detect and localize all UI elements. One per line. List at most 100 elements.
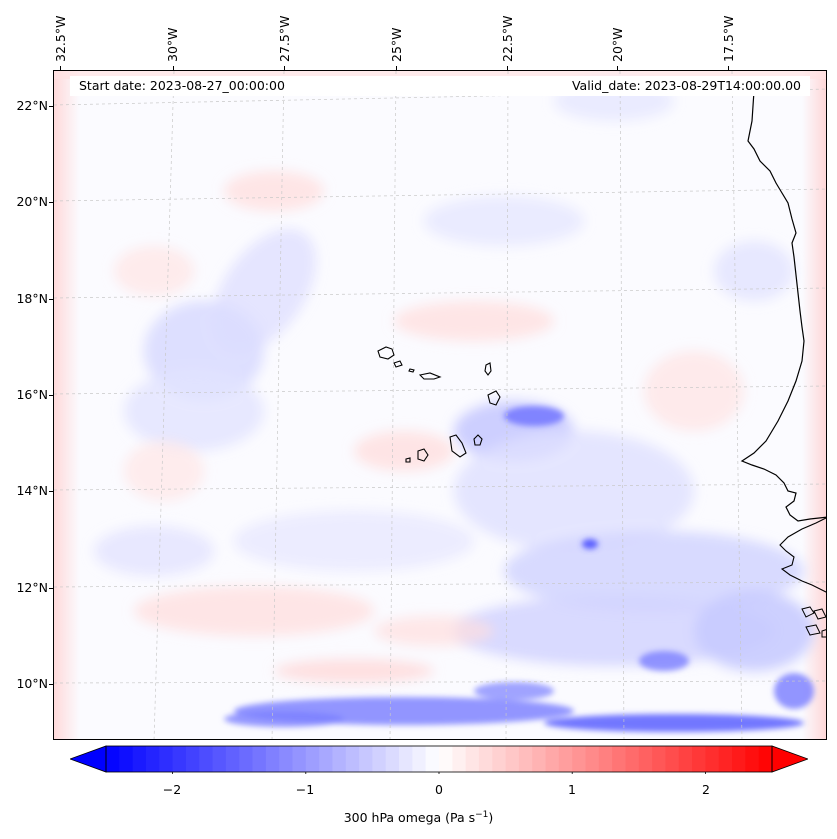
omega-contours-red: [114, 171, 744, 683]
colorbar-segment: [732, 746, 746, 772]
colorbar: [70, 744, 808, 774]
y-tick: [49, 588, 53, 589]
colorbar-segment: [359, 746, 373, 772]
lat-label-20n: 20°N: [16, 194, 48, 209]
colorbar-segment: [265, 746, 280, 772]
colorbar-segment: [199, 746, 214, 772]
x-tick: [507, 66, 508, 70]
colorbar-segment: [145, 746, 160, 772]
island-brava: [405, 457, 411, 463]
colorbar-segment: [492, 746, 507, 772]
island-santo-antao: [377, 346, 395, 360]
colorbar-segment: [412, 746, 427, 772]
guinea-coastline: [779, 517, 826, 593]
lon-label-20w: 20°W: [610, 27, 625, 62]
lon-label-32.5w: 32.5°W: [53, 15, 68, 62]
colorbar-label-close: ): [488, 810, 494, 826]
cape-verde-islands: [377, 346, 501, 463]
colorbar-segment: [678, 746, 693, 772]
lon-label-30w: 30°W: [165, 27, 180, 62]
colorbar-segment: [758, 746, 773, 772]
colorbar-segment: [279, 746, 294, 772]
colorbar-segment: [598, 746, 613, 772]
colorbar-segment: [612, 746, 627, 772]
colorbar-segment: [665, 746, 680, 772]
colorbar-segment: [518, 746, 533, 772]
left-boundary-strip: [54, 71, 80, 739]
colorbar-label: 300 hPa omega (Pa s−1): [0, 810, 837, 825]
colorbar-segment: [572, 746, 587, 772]
colorbar-segment: [705, 746, 720, 772]
lon-label-27.5w: 27.5°W: [277, 15, 292, 62]
colorbar-segment: [465, 746, 480, 772]
lon-label-22.5w: 22.5°W: [500, 15, 515, 62]
y-tick: [49, 202, 53, 203]
colorbar-segment: [305, 746, 320, 772]
colorbar-segment: [505, 746, 520, 772]
lon-label-17.5w: 17.5°W: [721, 15, 736, 62]
x-tick: [284, 66, 285, 70]
colorbar-segment: [532, 746, 547, 772]
lat-label-22n: 22°N: [16, 98, 48, 113]
colorbar-segment: [345, 746, 360, 772]
colorbar-segment: [745, 746, 760, 772]
colorbar-segment: [585, 746, 600, 772]
colorbar-segment: [239, 746, 254, 772]
lat-label-12n: 12°N: [16, 580, 48, 595]
graticule: [54, 71, 826, 739]
colorbar-segment: [252, 746, 267, 772]
colorbar-segment: [399, 746, 413, 772]
island-sal: [484, 362, 492, 376]
colorbar-segment: [185, 746, 200, 772]
colorbar-segment: [692, 746, 706, 772]
island-maio: [473, 434, 483, 446]
lat-label-14n: 14°N: [16, 483, 48, 498]
colorbar-segment: [119, 746, 134, 772]
colorbar-segments: [106, 746, 773, 772]
info-bar: [70, 76, 810, 96]
colorbar-label-text: 300 hPa omega (Pa s: [343, 810, 476, 826]
lon-label-25w: 25°W: [389, 27, 404, 62]
island-santiago: [449, 434, 467, 458]
y-tick: [49, 395, 53, 396]
colorbar-segment: [638, 746, 653, 772]
colorbar-segment: [106, 746, 120, 772]
colorbar-segment: [625, 746, 640, 772]
omega-strong-ascent: [224, 406, 814, 732]
colorbar-segment: [452, 746, 467, 772]
colorbar-extend-low: [70, 745, 107, 773]
colorbar-segment: [132, 746, 147, 772]
x-tick: [396, 66, 397, 70]
map-plot-area[interactable]: [53, 70, 827, 740]
island-sao-nicolau: [418, 372, 442, 380]
colorbar-gradient: [70, 745, 808, 774]
colorbar-segment: [545, 746, 560, 772]
start-date-text: Start date: 2023-08-27_00:00:00: [79, 78, 285, 93]
omega-field-map: [54, 71, 826, 739]
lat-label-18n: 18°N: [16, 291, 48, 306]
africa-coastline: [740, 90, 826, 522]
colorbar-tick-label: −1: [295, 782, 315, 797]
valid-date-text: Valid_date: 2023-08-29T14:00:00.00: [571, 78, 801, 93]
omega-contours-blue: [94, 81, 814, 671]
colorbar-tick-label: 1: [568, 782, 576, 797]
island-fogo: [417, 448, 429, 462]
y-tick: [49, 106, 53, 107]
y-tick: [49, 299, 53, 300]
colorbar-segment: [558, 746, 573, 772]
colorbar-segment: [212, 746, 227, 772]
colorbar-segment: [292, 746, 307, 772]
lat-label-10n: 10°N: [16, 676, 48, 691]
colorbar-segment: [372, 746, 387, 772]
colorbar-segment: [332, 746, 347, 772]
colorbar-segment: [652, 746, 667, 772]
colorbar-label-exponent: −1: [475, 810, 489, 820]
colorbar-extend-high: [771, 745, 808, 773]
x-tick: [617, 66, 618, 70]
colorbar-segment: [439, 746, 453, 772]
island-boa-vista: [487, 390, 501, 406]
x-tick: [173, 66, 174, 70]
lat-label-16n: 16°N: [16, 387, 48, 402]
x-tick: [728, 66, 729, 70]
y-tick: [49, 491, 53, 492]
